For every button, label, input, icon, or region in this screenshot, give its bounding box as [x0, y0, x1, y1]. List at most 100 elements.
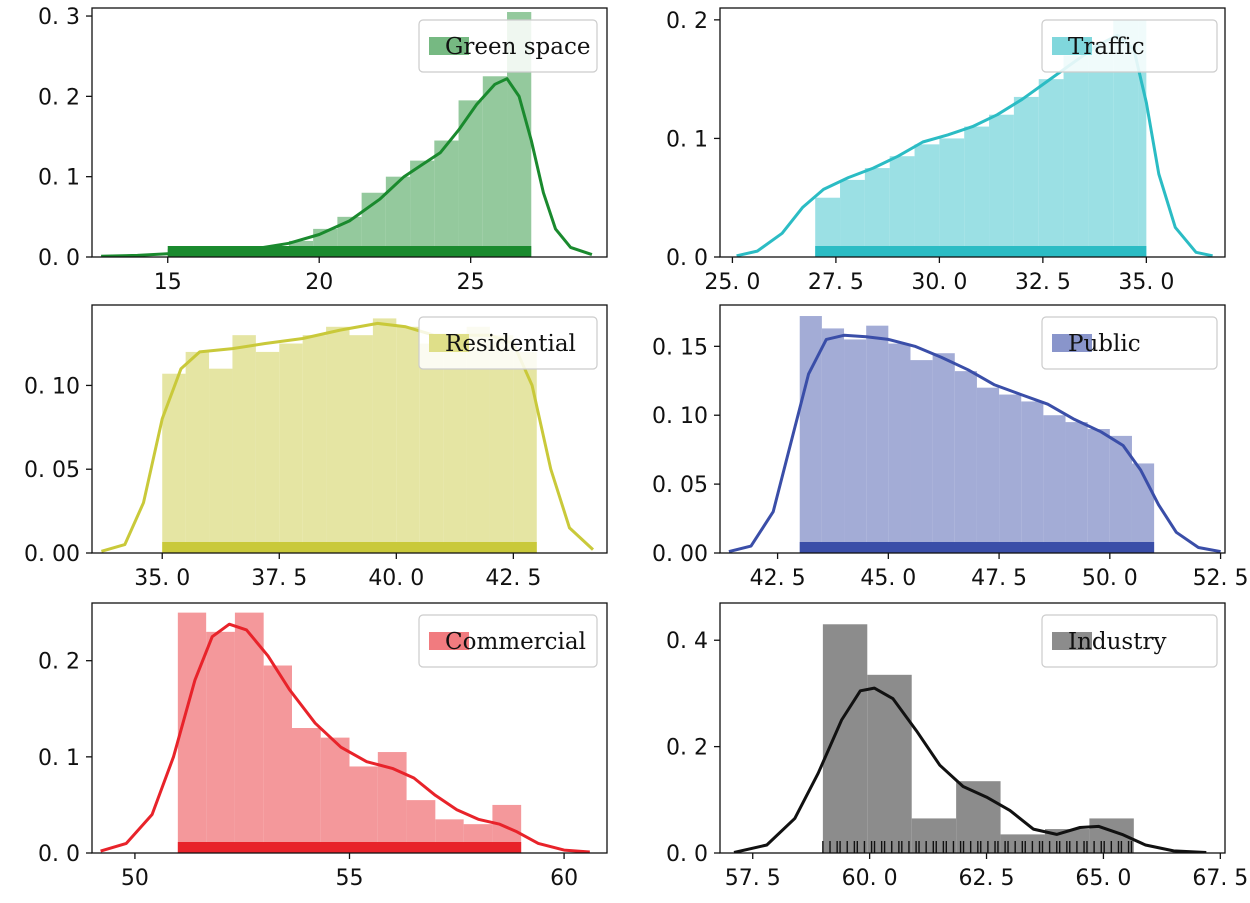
legend: Commercial [418, 614, 598, 668]
x-tick-label: 50 [121, 866, 149, 891]
legend-box [418, 316, 598, 370]
y-tick-label: 0. 05 [24, 458, 80, 483]
legend-label: Industry [1068, 629, 1166, 655]
chart-panel-2: 25. 0 27. 5 30. 0 32. 5 35. 0 0. 0 0. 1 0. 2 Tra… [666, 7, 1226, 295]
legend-swatch [429, 632, 469, 650]
legend: Green space [418, 19, 598, 73]
x-tick-label: 62. 5 [959, 866, 1015, 891]
histogram-bar [279, 343, 303, 553]
legend-box [418, 614, 598, 668]
y-tick-label: 0. 0 [38, 842, 80, 867]
x-tick-label: 57. 5 [725, 866, 781, 891]
y-tick-label: 0. 3 [38, 5, 80, 30]
histogram-bar [320, 737, 350, 853]
x-tick-label: 55 [336, 866, 364, 891]
x-tick-label: 42. 5 [485, 566, 541, 591]
y-tick-label: 0. 2 [38, 650, 80, 675]
x-tick-label: 65. 0 [1075, 866, 1131, 891]
y-tick-label: 0. 0 [38, 246, 80, 271]
y-tick-label: 0. 10 [652, 404, 708, 429]
y-tick-label: 0. 4 [666, 629, 708, 654]
legend-box [418, 19, 598, 73]
legend-box [1041, 614, 1218, 668]
histogram-bar [840, 179, 865, 257]
y-tick-label: 0. 2 [666, 9, 708, 34]
histogram-bar [482, 76, 508, 257]
x-tick-label: 60 [550, 866, 578, 891]
x-tick-label: 15 [154, 270, 182, 295]
y-tick-label: 0. 1 [38, 166, 80, 191]
histogram-bar [866, 325, 889, 553]
axes-frame [91, 304, 608, 554]
x-tick-label: 42. 5 [750, 566, 806, 591]
histogram-bar [489, 335, 514, 553]
x-tick-label: 25. 0 [704, 270, 760, 295]
kde-curve [100, 321, 595, 553]
chart-panel-3: 35. 0 37. 5 40. 0 42. 5 0. 00 0. 05 0. 10 Resid… [24, 304, 608, 591]
x-tick-label: 27. 5 [808, 270, 864, 295]
x-tick-label: 52. 5 [1193, 566, 1249, 591]
histogram-bar [910, 360, 933, 553]
plot-area [728, 316, 1221, 553]
plot-area [100, 318, 595, 553]
histogram-bar [234, 612, 264, 853]
x-tick-label: 35. 0 [1118, 270, 1174, 295]
y-tick-label: 0. 05 [652, 473, 708, 498]
histogram-bar [255, 351, 280, 553]
rug-band [177, 842, 522, 853]
histogram-bar [976, 387, 1000, 553]
y-tick-label: 0. 00 [24, 542, 80, 567]
histogram-bar [1065, 422, 1088, 553]
x-tick-label: 32. 5 [1015, 270, 1071, 295]
x-tick-label: 50. 0 [1082, 566, 1138, 591]
y-tick-label: 0. 1 [666, 127, 708, 152]
legend-swatch [1052, 632, 1092, 650]
legend-box [1041, 316, 1218, 370]
histogram-bar [185, 351, 210, 553]
histogram-bar [466, 326, 490, 553]
x-tick-label: 60. 0 [842, 866, 898, 891]
histogram-bar [964, 126, 990, 257]
legend-label: Green space [445, 34, 590, 60]
chart-panel-6: 57. 5 60. 0 62. 5 65. 0 67. 5 0. 0 0. 2 0. 4 Ind… [666, 602, 1248, 891]
legend: Traffic [1041, 19, 1218, 73]
histogram-bar [799, 316, 822, 553]
histogram-bar [1043, 415, 1066, 553]
histogram-bar [513, 351, 537, 553]
y-tick-label: 0. 0 [666, 246, 708, 271]
legend-box [1041, 19, 1218, 73]
x-tick-label: 67. 5 [1192, 866, 1248, 891]
y-tick-label: 0. 0 [666, 842, 708, 867]
kde-curve [101, 77, 593, 257]
kde-curve [728, 333, 1221, 553]
legend-label: Public [1068, 331, 1141, 357]
histogram-bar [209, 368, 233, 553]
x-tick-label: 47. 5 [971, 566, 1027, 591]
y-tick-label: 0. 00 [652, 542, 708, 567]
plot-area [100, 612, 590, 853]
histogram-bar [1088, 43, 1114, 257]
histogram-bar [263, 665, 292, 853]
histogram-bar [1087, 429, 1110, 553]
x-tick-label: 40. 0 [368, 566, 424, 591]
x-tick-label: 37. 5 [251, 566, 307, 591]
axes-frame [91, 7, 608, 258]
y-tick-label: 0. 15 [652, 335, 708, 360]
histogram-bar [1109, 435, 1132, 553]
x-tick-label: 20 [305, 270, 333, 295]
histogram-bar [1038, 79, 1064, 257]
histogram-bar [939, 138, 965, 257]
legend: Industry [1041, 614, 1218, 668]
legend-label: Traffic [1068, 34, 1145, 60]
histogram-bar [888, 343, 911, 553]
y-tick-label: 0. 1 [38, 746, 80, 771]
kde-curve [733, 686, 1207, 853]
histogram-bar [419, 343, 444, 553]
histogram-bar [1013, 96, 1039, 257]
histogram-bar [434, 140, 459, 257]
histogram-bar [410, 160, 435, 257]
histogram-bar [162, 373, 186, 553]
histogram-bar [864, 168, 890, 257]
histogram-bar [372, 318, 397, 553]
x-tick-label: 30. 0 [911, 270, 967, 295]
